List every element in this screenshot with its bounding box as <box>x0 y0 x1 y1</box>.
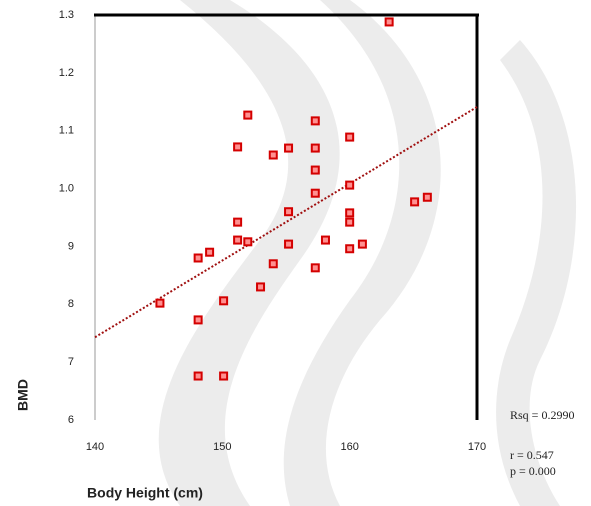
point <box>156 300 163 307</box>
y-tick-label: 1.2 <box>59 67 74 79</box>
y-tick-label: 1.0 <box>59 182 74 194</box>
watermark <box>159 0 576 506</box>
point <box>270 152 277 159</box>
point <box>346 219 353 226</box>
point <box>206 249 213 256</box>
point <box>411 198 418 205</box>
point <box>285 145 292 152</box>
x-tick-label: 170 <box>468 441 486 453</box>
y-tick-label: 1.3 <box>59 9 74 21</box>
point <box>312 117 319 124</box>
point <box>244 238 251 245</box>
x-tick-label: 150 <box>213 441 231 453</box>
x-tick-label: 160 <box>340 441 358 453</box>
point <box>386 18 393 25</box>
y-tick-label: 8 <box>68 298 74 310</box>
point <box>346 209 353 216</box>
point <box>244 112 251 119</box>
point <box>270 260 277 267</box>
y-tick-label: 6 <box>68 414 74 426</box>
point <box>234 219 241 226</box>
point <box>285 241 292 248</box>
point <box>346 182 353 189</box>
point <box>195 373 202 380</box>
point <box>312 145 319 152</box>
point <box>312 190 319 197</box>
point <box>312 167 319 174</box>
point <box>346 134 353 141</box>
x-axis-title: Body Height (cm) <box>87 485 203 501</box>
point <box>424 194 431 201</box>
chart: BMD Body Height (cm) Rsq = 0.2990 r = 0.… <box>0 0 591 506</box>
point <box>359 241 366 248</box>
point <box>322 237 329 244</box>
annotation: Rsq = 0.2990 <box>510 408 574 422</box>
x-tick-label: 140 <box>86 441 104 453</box>
point <box>195 316 202 323</box>
point <box>312 264 319 271</box>
point <box>234 143 241 150</box>
annotation: p = 0.000 <box>510 464 556 478</box>
point <box>220 373 227 380</box>
point <box>234 237 241 244</box>
y-axis-title: BMD <box>15 379 31 411</box>
point <box>257 283 264 290</box>
annotation: r = 0.547 <box>510 448 554 462</box>
point <box>195 255 202 262</box>
y-tick-label: 7 <box>68 356 74 368</box>
point <box>346 245 353 252</box>
point <box>285 208 292 215</box>
y-tick-label: 9 <box>68 240 74 252</box>
point <box>220 297 227 304</box>
y-tick-label: 1.1 <box>59 125 74 137</box>
